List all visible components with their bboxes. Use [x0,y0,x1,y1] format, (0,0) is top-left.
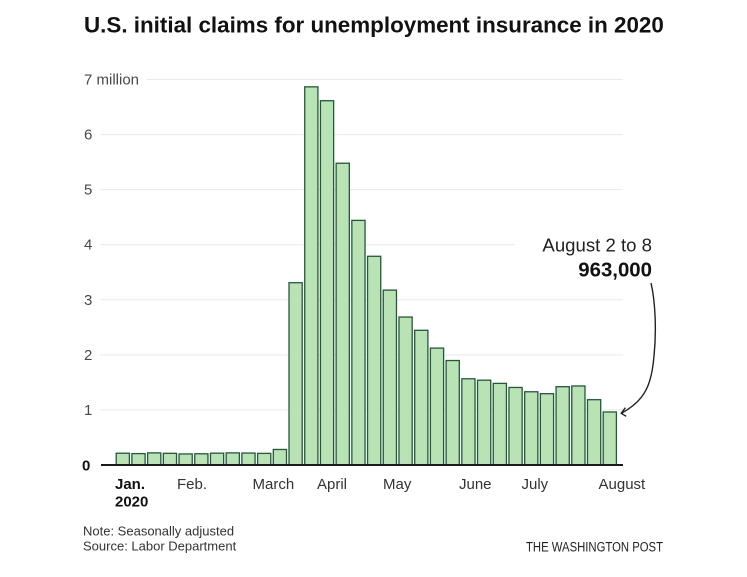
svg-text:U.S. initial claims for unempl: U.S. initial claims for unemployment ins… [84,13,664,38]
svg-text:August 2 to 8: August 2 to 8 [542,235,652,256]
svg-text:Feb.: Feb. [177,476,207,493]
svg-text:THE WASHINGTON POST: THE WASHINGTON POST [526,540,663,555]
svg-text:2020: 2020 [115,494,148,511]
svg-text:7 million: 7 million [84,71,139,88]
svg-text:4: 4 [84,237,92,254]
svg-text:3: 3 [84,292,92,309]
svg-text:April: April [317,476,347,493]
svg-text:6: 6 [84,127,92,144]
svg-text:July: July [522,476,549,493]
svg-text:June: June [459,476,492,493]
svg-text:2: 2 [84,347,92,364]
svg-text:Note: Seasonally adjusted: Note: Seasonally adjusted [83,524,234,539]
svg-text:963,000: 963,000 [578,260,652,282]
svg-text:Jan.: Jan. [115,476,145,493]
svg-text:0: 0 [82,458,90,475]
svg-text:March: March [253,476,295,493]
svg-text:May: May [383,476,412,493]
svg-text:5: 5 [84,182,92,199]
svg-text:1: 1 [84,402,92,419]
svg-text:Source: Labor Department: Source: Labor Department [83,539,237,554]
svg-text:August: August [599,476,647,493]
